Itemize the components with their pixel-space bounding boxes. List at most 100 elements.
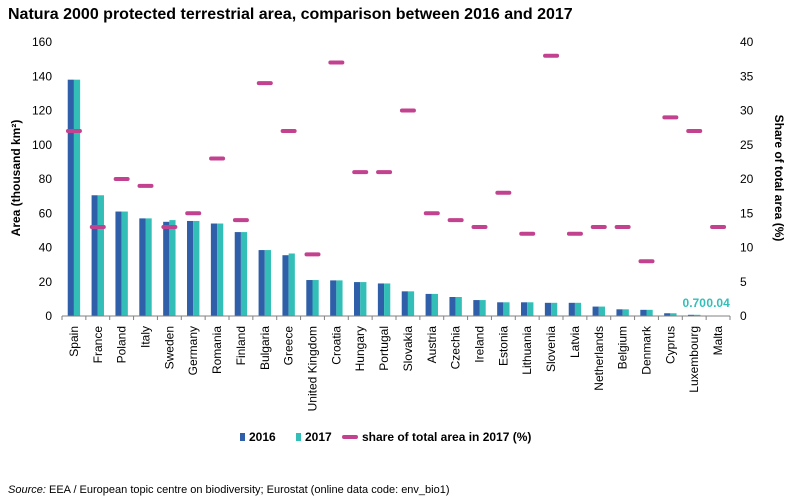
bar-2017 — [646, 309, 653, 316]
category-label: Lithuania — [520, 326, 534, 375]
y2-tick-label: 15 — [740, 206, 754, 220]
bar-2017 — [73, 79, 81, 316]
category-label: Luxembourg — [687, 326, 701, 393]
bar-2016 — [688, 314, 695, 316]
bar-2017 — [97, 195, 104, 316]
category-label: Sweden — [162, 326, 176, 369]
bars — [67, 79, 725, 316]
category-label: Estonia — [496, 326, 510, 366]
bar-2017 — [551, 302, 558, 316]
bar-2016 — [377, 283, 385, 316]
category-label: Bulgaria — [258, 326, 272, 370]
bar-2017 — [169, 220, 176, 316]
bar-2016 — [258, 250, 265, 316]
y-tick-label: 100 — [32, 138, 52, 152]
bar-2016 — [544, 302, 552, 316]
y-tick-label: 120 — [32, 104, 52, 118]
y2-tick-label: 40 — [740, 35, 754, 49]
category-label: United Kingdom — [306, 326, 320, 411]
bar-2016 — [521, 302, 528, 316]
bar-2017 — [503, 302, 510, 316]
bar-2017 — [431, 293, 438, 316]
bar-2016 — [425, 293, 432, 316]
category-label: Hungary — [353, 326, 367, 371]
y2-tick-label: 30 — [740, 104, 754, 118]
bar-2017 — [121, 211, 128, 316]
category-label: France — [91, 326, 105, 364]
bar-2016 — [306, 280, 313, 316]
y2-tick-label: 35 — [740, 69, 754, 83]
bar-2017 — [407, 291, 415, 316]
category-label: Ireland — [473, 326, 487, 363]
y-tick-label: 40 — [39, 241, 53, 255]
bar-2016 — [163, 221, 170, 316]
category-label: Italy — [139, 326, 153, 348]
bar-2017 — [694, 314, 701, 316]
category-label: Finland — [234, 326, 248, 365]
bar-2016 — [139, 218, 146, 316]
bar-2016 — [187, 220, 194, 316]
bar-2017 — [193, 220, 200, 316]
bar-2017 — [312, 280, 319, 316]
bar-2017 — [384, 283, 391, 316]
bar-2016 — [616, 309, 623, 316]
legend-swatch-2017 — [296, 433, 301, 441]
y-axis-label: Area (thousand km²) — [9, 120, 23, 237]
y-tick-label: 80 — [39, 172, 53, 186]
legend-swatch-2016 — [240, 433, 245, 441]
bar-2017 — [217, 223, 224, 316]
category-label: Netherlands — [592, 326, 606, 391]
bar-2016 — [67, 79, 74, 316]
bar-2016 — [568, 302, 575, 316]
y-tick-label: 140 — [32, 69, 52, 83]
y2-tick-label: 5 — [740, 275, 747, 289]
bar-2016 — [354, 282, 361, 316]
category-label: Portugal — [377, 326, 391, 371]
bar-2017 — [336, 280, 343, 316]
bar-2017 — [145, 218, 152, 316]
source-line: Source: EEA / European topic centre on b… — [8, 484, 450, 496]
bar-2016 — [473, 300, 480, 316]
category-label: Latvia — [568, 326, 582, 358]
category-label: Slovakia — [401, 326, 415, 372]
legend-label: 2016 — [249, 430, 276, 444]
source-text: EEA / European topic centre on biodivers… — [48, 484, 450, 496]
annotations: 0.70 0.04 — [683, 296, 731, 310]
y-tick-label: 20 — [39, 275, 53, 289]
bar-2016 — [234, 232, 241, 316]
bar-2017 — [360, 282, 367, 316]
category-labels: Spain France Poland Italy Sweden Germany Roman… — [67, 325, 725, 411]
bar-2016 — [330, 280, 337, 316]
y-tick-label: 160 — [32, 35, 52, 49]
category-label: Romania — [210, 326, 224, 374]
chart-title: Natura 2000 protected terrestrial area, … — [8, 6, 573, 23]
chart: 0 20 40 60 80 100 120 140 160 0 5 10 15 20 25 30 35 40 S… — [9, 35, 786, 444]
y2-tick-label: 20 — [740, 172, 754, 186]
category-label: Denmark — [640, 325, 654, 375]
value-annotation: 0.04 — [706, 296, 730, 310]
bar-2017 — [574, 302, 582, 316]
y2-tick-label: 25 — [740, 138, 754, 152]
bar-2017 — [527, 302, 534, 316]
category-label: Czechia — [449, 326, 463, 370]
bar-2017 — [670, 313, 677, 316]
y-tick-label: 60 — [39, 206, 53, 220]
bar-2016 — [640, 309, 647, 316]
bar-2016 — [91, 195, 98, 316]
y-tick-label: 0 — [45, 309, 52, 323]
bar-2016 — [449, 296, 456, 316]
bar-2016 — [115, 211, 122, 316]
category-label: Cyprus — [663, 326, 677, 364]
value-annotation: 0.70 — [683, 296, 707, 310]
bar-2016 — [592, 306, 599, 316]
y2-axis-label: Share of total area (%) — [772, 115, 786, 242]
source-label: Source: — [8, 484, 46, 496]
bar-2016 — [210, 223, 218, 316]
y2-tick-label: 10 — [740, 241, 754, 255]
y2-tick-label: 0 — [740, 309, 747, 323]
category-label: Belgium — [616, 326, 630, 369]
axes — [61, 315, 731, 320]
category-label: Austria — [425, 326, 439, 364]
category-label: Slovenia — [544, 326, 558, 372]
category-label: Spain — [67, 326, 81, 357]
